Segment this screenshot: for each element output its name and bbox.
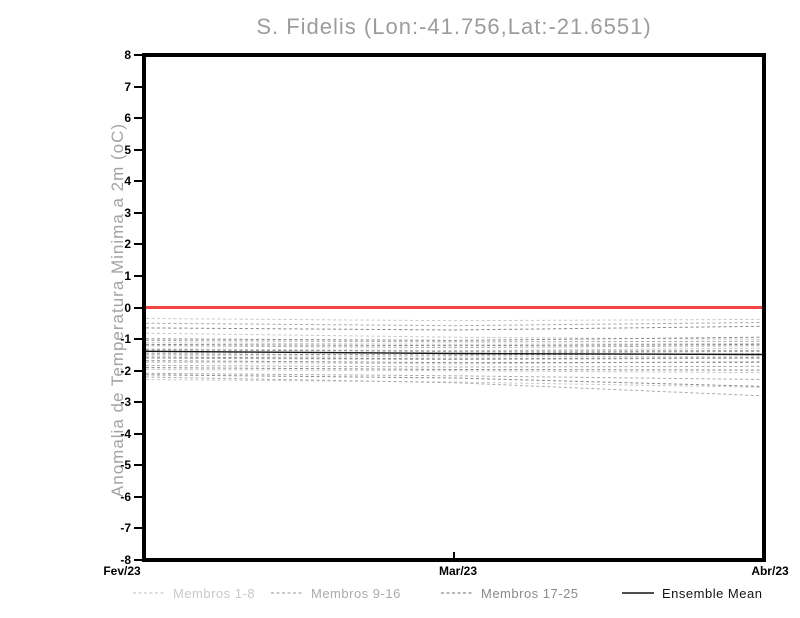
y-axis-tick-label: -3 bbox=[120, 395, 131, 409]
y-axis-tick-label: 8 bbox=[124, 48, 131, 62]
legend-item-ensemble-mean: Ensemble Mean bbox=[622, 585, 762, 601]
ensemble-member-line bbox=[146, 376, 762, 397]
plot-lines-svg bbox=[146, 306, 762, 558]
ensemble-member-line bbox=[146, 374, 762, 387]
y-axis-tick-label: 2 bbox=[124, 237, 131, 251]
ensemble-member-line bbox=[146, 336, 762, 341]
legend-label: Membros 1-8 bbox=[173, 585, 256, 601]
legend-label: Membros 17-25 bbox=[481, 585, 579, 601]
y-axis-tick-mark bbox=[134, 338, 143, 340]
ensemble-member-line bbox=[146, 364, 762, 368]
x-axis-tick-label: Fev/23 bbox=[103, 564, 141, 578]
y-axis-tick-mark bbox=[134, 559, 143, 561]
ensemble-member-line bbox=[146, 342, 762, 345]
ensemble-member-line bbox=[146, 369, 762, 374]
y-axis-tick-label: -8 bbox=[120, 553, 131, 567]
solid-line-swatch-icon bbox=[622, 592, 654, 594]
y-axis-tick-mark bbox=[134, 527, 143, 529]
ensemble-member-line bbox=[146, 349, 762, 352]
y-axis-tick-mark bbox=[134, 86, 143, 88]
ensemble-member-line bbox=[146, 379, 762, 388]
legend-item-membros-9-16: Membros 9-16 bbox=[271, 585, 401, 601]
y-axis-tick-label: -1 bbox=[120, 332, 131, 346]
legend: Membros 1-8 Membros 9-16 Membros 17-25 E… bbox=[0, 585, 800, 603]
ensemble-member-line bbox=[146, 339, 762, 343]
y-axis-tick-mark bbox=[134, 401, 143, 403]
y-axis-tick-label: 4 bbox=[124, 174, 131, 188]
y-axis-tick-mark bbox=[134, 54, 143, 56]
dashed-line-swatch-icon bbox=[271, 592, 303, 594]
ensemble-member-line bbox=[146, 357, 762, 361]
plot-line bbox=[146, 350, 762, 356]
y-axis-tick-label: -5 bbox=[120, 458, 131, 472]
ensemble-member-line bbox=[146, 356, 762, 360]
ensemble-member-line bbox=[146, 367, 762, 371]
x-axis-tick-label: Abr/23 bbox=[751, 564, 789, 578]
y-axis-tick-mark bbox=[134, 275, 143, 277]
y-axis-tick-mark bbox=[134, 307, 143, 309]
dashed-line-swatch-icon bbox=[133, 592, 165, 594]
ensemble-member-line bbox=[146, 322, 762, 327]
y-axis-tick-mark bbox=[134, 464, 143, 466]
chart-title: S. Fidelis (Lon:-41.756,Lat:-21.6551) bbox=[256, 14, 652, 39]
x-axis-tick-mark bbox=[453, 552, 455, 558]
ensemble-member-line bbox=[146, 318, 762, 322]
ensemble-member-line bbox=[146, 325, 762, 331]
legend-item-membros-17-25: Membros 17-25 bbox=[441, 585, 579, 601]
ensemble-member-line bbox=[146, 343, 762, 347]
plot-area bbox=[142, 53, 766, 562]
legend-label: Ensemble Mean bbox=[662, 585, 763, 601]
y-axis-tick-label: 3 bbox=[124, 206, 131, 220]
y-axis-tick-mark bbox=[134, 243, 143, 245]
y-axis-tick-mark bbox=[134, 433, 143, 435]
x-axis-tick-label: Mar/23 bbox=[438, 564, 478, 578]
y-axis-tick-mark bbox=[134, 370, 143, 372]
y-axis-tick-label: -2 bbox=[120, 364, 131, 378]
y-axis-tick-mark bbox=[134, 212, 143, 214]
y-axis-tick-label: -6 bbox=[120, 490, 131, 504]
dashed-line-swatch-icon bbox=[441, 592, 473, 594]
y-axis-tick-label: 7 bbox=[124, 80, 131, 94]
y-axis-tick-label: 1 bbox=[124, 269, 131, 283]
y-axis-tick-label: -7 bbox=[120, 521, 131, 535]
y-axis-tick-label: -4 bbox=[120, 427, 131, 441]
y-axis-tick-mark bbox=[134, 496, 143, 498]
ensemble-member-line bbox=[146, 372, 762, 380]
y-axis-tick-mark bbox=[134, 149, 143, 151]
legend-label: Membros 9-16 bbox=[311, 585, 401, 601]
y-axis-tick-mark bbox=[134, 180, 143, 182]
y-axis-tick-label: 6 bbox=[124, 111, 131, 125]
ensemble-member-line bbox=[146, 360, 762, 364]
y-axis-tick-mark bbox=[134, 117, 143, 119]
y-axis-tick-label: 0 bbox=[124, 301, 131, 315]
ensemble-member-line bbox=[146, 347, 762, 352]
ensemble-member-line bbox=[146, 345, 762, 349]
y-axis-tick-label: 5 bbox=[124, 143, 131, 157]
ensemble-member-line bbox=[146, 354, 762, 358]
legend-item-membros-1-8: Membros 1-8 bbox=[133, 585, 255, 601]
